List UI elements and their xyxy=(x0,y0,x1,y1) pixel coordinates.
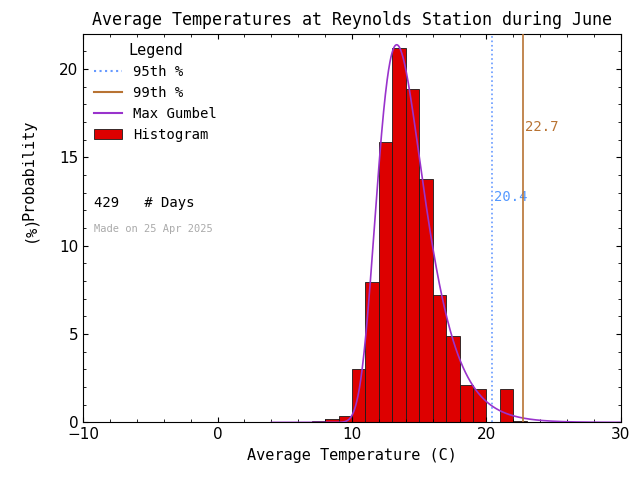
Text: Made on 25 Apr 2025: Made on 25 Apr 2025 xyxy=(94,224,212,234)
Bar xyxy=(325,419,339,422)
Text: 20.4: 20.4 xyxy=(495,191,528,204)
Bar xyxy=(473,389,486,422)
Bar xyxy=(419,180,433,422)
Bar xyxy=(500,389,513,422)
Legend: 95th %, 99th %, Max Gumbel, Histogram: 95th %, 99th %, Max Gumbel, Histogram xyxy=(88,37,222,147)
Text: 429   # Days: 429 # Days xyxy=(94,196,195,210)
Bar xyxy=(352,369,365,422)
Bar xyxy=(312,421,325,422)
Title: Average Temperatures at Reynolds Station during June: Average Temperatures at Reynolds Station… xyxy=(92,11,612,29)
Bar xyxy=(433,295,446,422)
Text: (%): (%) xyxy=(22,214,37,242)
Text: 22.7: 22.7 xyxy=(525,120,559,134)
Text: Probability: Probability xyxy=(22,120,37,220)
Bar xyxy=(379,142,392,422)
Bar xyxy=(339,416,352,422)
Bar xyxy=(365,282,379,422)
X-axis label: Average Temperature (C): Average Temperature (C) xyxy=(247,448,457,463)
Bar xyxy=(513,421,527,422)
Bar xyxy=(406,89,419,422)
Bar xyxy=(392,48,406,422)
Bar xyxy=(446,336,460,422)
Bar xyxy=(460,385,473,422)
